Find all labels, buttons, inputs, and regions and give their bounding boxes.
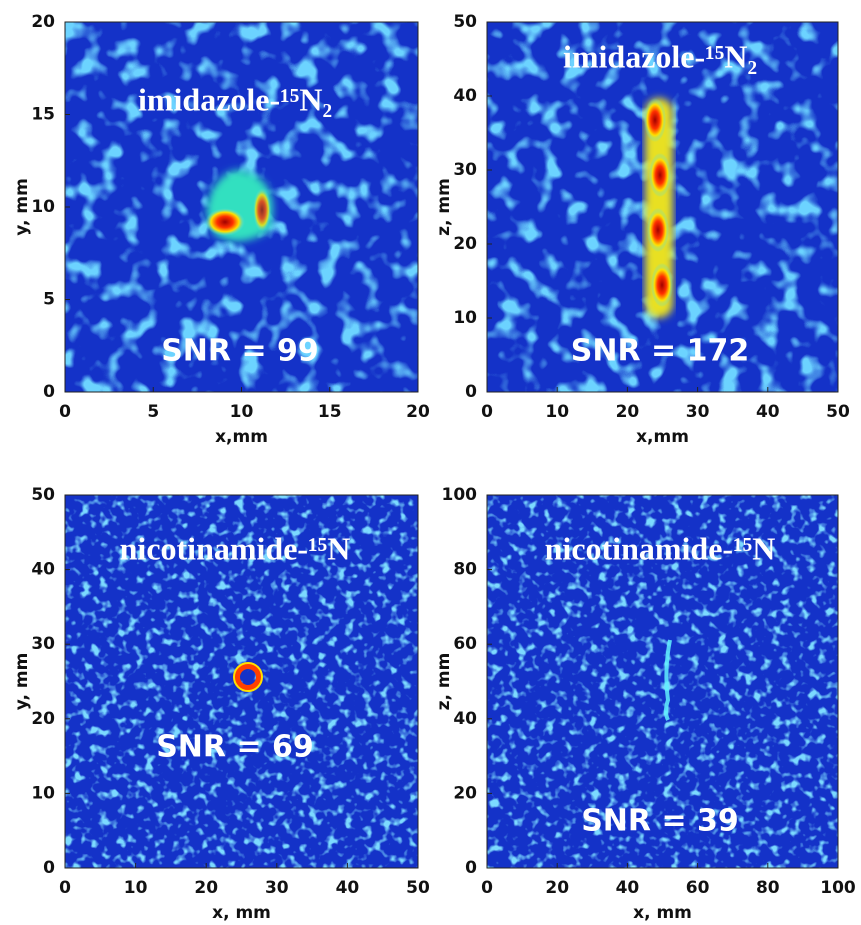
signal	[645, 98, 673, 318]
y-tick-label: 0	[465, 858, 477, 878]
x-axis-label: x, mm	[633, 903, 692, 923]
snr-annotation: SNR = 69	[156, 730, 314, 765]
panel-title: imidazole-¹⁵N₂	[563, 38, 757, 74]
x-tick-label: 20	[545, 878, 569, 898]
signal	[253, 188, 271, 232]
image	[487, 22, 838, 392]
x-tick-label: 60	[686, 878, 710, 898]
signal	[649, 153, 671, 197]
panels: 0 5 10 15 20 0 5 10 15 20 x,mm y, mm imidazole-¹⁵N₂ S…	[12, 12, 856, 923]
frame	[486, 494, 839, 869]
y-tick-label: 0	[43, 858, 55, 878]
y-tick-label: 15	[31, 105, 55, 125]
panel: 0 5 10 15 20 0 5 10 15 20 x,mm y, mm imidazole-¹⁵N₂ S…	[12, 12, 430, 447]
signal	[651, 263, 673, 307]
x-tick-label: 0	[481, 402, 493, 422]
x-tick-label: 50	[406, 878, 430, 898]
frame	[486, 21, 839, 393]
panel: 0 20 40 60 80 100 0 20 40 60 80 100 x, mm z, mm nicoti…	[434, 485, 856, 923]
x-tick-label: 100	[820, 878, 856, 898]
signal	[234, 663, 262, 691]
image	[487, 495, 838, 868]
x-tick-label: 20	[616, 402, 640, 422]
x-tick-label: 10	[124, 878, 148, 898]
y-tick-label: 20	[453, 234, 477, 254]
x-tick-label: 40	[336, 878, 360, 898]
x-tick-label: 50	[826, 402, 850, 422]
y-tick-label: 0	[43, 382, 55, 402]
noise	[487, 495, 838, 868]
x-tick-label: 5	[147, 402, 159, 422]
frame	[64, 494, 419, 869]
x-axis-label: x, mm	[212, 903, 271, 923]
y-axis-label: y, mm	[12, 653, 32, 711]
signal	[644, 98, 666, 142]
y-tick-label: 100	[442, 485, 478, 505]
y-tick-label: 60	[453, 634, 477, 654]
panel-title: imidazole-¹⁵N₂	[138, 81, 332, 117]
y-tick-label: 50	[31, 485, 55, 505]
x-tick-label: 80	[756, 878, 780, 898]
y-tick-label: 40	[453, 86, 477, 106]
noise	[65, 495, 418, 868]
y-axis-label: y, mm	[12, 178, 32, 236]
signal	[647, 208, 669, 252]
signal	[664, 639, 672, 721]
x-tick-label: 30	[265, 878, 289, 898]
x-axis-label: x,mm	[215, 427, 268, 447]
x-tick-label: 20	[406, 402, 430, 422]
image	[65, 495, 418, 868]
x-tick-label: 10	[545, 402, 569, 422]
panel-title: nicotinamide-¹⁵N	[545, 530, 776, 566]
y-tick-label: 20	[453, 783, 477, 803]
x-tick-label: 40	[756, 402, 780, 422]
panel-title: nicotinamide-¹⁵N	[120, 530, 351, 566]
snr-annotation: SNR = 99	[161, 334, 319, 369]
y-tick-label: 80	[453, 560, 477, 580]
x-tick-label: 20	[194, 878, 218, 898]
x-tick-label: 0	[481, 878, 493, 898]
y-tick-label: 0	[465, 382, 477, 402]
panel: 0 10 20 30 40 50 0 10 20 30 40 50 x,mm z, mm imidazole…	[434, 12, 850, 447]
y-axis-label: z, mm	[434, 653, 454, 711]
y-axis-label: z, mm	[434, 178, 454, 236]
x-tick-label: 0	[59, 878, 71, 898]
snr-annotation: SNR = 39	[581, 804, 739, 839]
y-tick-label: 20	[31, 12, 55, 32]
y-tick-label: 30	[453, 160, 477, 180]
signal	[233, 662, 263, 692]
y-tick-label: 40	[31, 560, 55, 580]
snr-annotation: SNR = 172	[571, 334, 749, 369]
y-tick-label: 50	[453, 12, 477, 32]
y-tick-label: 40	[453, 709, 477, 729]
x-tick-label: 15	[318, 402, 342, 422]
y-tick-label: 10	[31, 783, 55, 803]
x-tick-label: 10	[230, 402, 254, 422]
y-tick-label: 10	[453, 308, 477, 328]
y-tick-label: 10	[31, 197, 55, 217]
x-axis-label: x,mm	[636, 427, 689, 447]
y-tick-label: 5	[43, 290, 55, 310]
signal	[205, 208, 245, 236]
y-tick-label: 30	[31, 634, 55, 654]
x-tick-label: 0	[59, 402, 71, 422]
x-tick-label: 30	[686, 402, 710, 422]
panel: 0 10 20 30 40 50 0 10 20 30 40 50 x, mm y, mm nicotina…	[12, 485, 430, 923]
x-tick-label: 40	[616, 878, 640, 898]
y-tick-label: 20	[31, 709, 55, 729]
image	[65, 22, 418, 392]
